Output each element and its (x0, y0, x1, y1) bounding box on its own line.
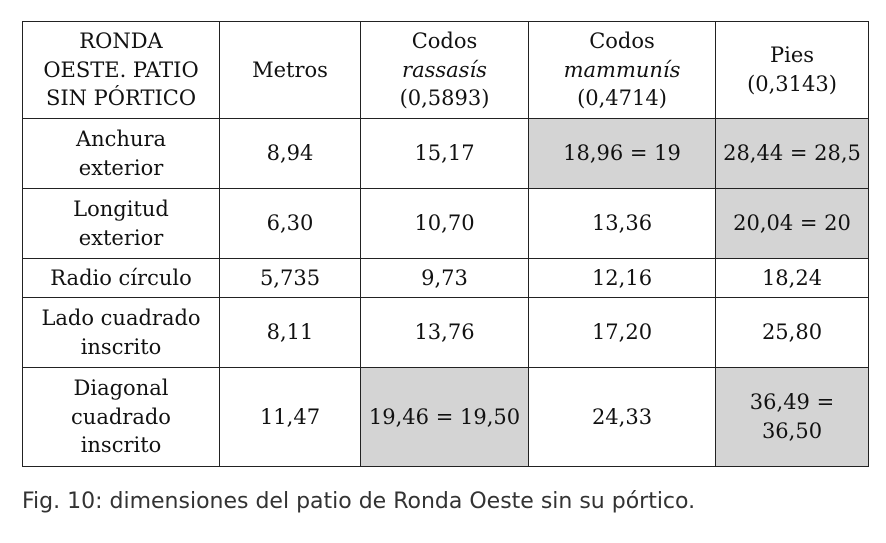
value-cell: 9,73 (360, 258, 529, 298)
header-text: Metros (252, 57, 328, 82)
header-text: Codos (589, 28, 655, 53)
row-label: Radio círculo (50, 265, 192, 290)
value-cell: 13,76 (360, 297, 529, 368)
value-cell: 18,24 (715, 258, 869, 298)
value-cell: 20,04 = 20 (715, 188, 869, 259)
table-row: Radio círculo 5,735 9,73 12,16 18,24 (22, 258, 869, 298)
value-line: 36,50 (761, 419, 823, 443)
value-cell: 17,20 (528, 297, 716, 368)
header-cell-codos-rassasis: Codos rassasís (0,5893) (360, 21, 529, 119)
header-cell-metros: Metros (219, 21, 361, 119)
header-text: RONDA (79, 28, 163, 53)
value-cell: 15,17 (360, 118, 529, 189)
row-label-cell: Diagonal cuadrado inscrito (22, 367, 220, 467)
value-cell: 8,94 (219, 118, 361, 189)
header-text: Pies (769, 43, 815, 68)
row-label: exterior (78, 155, 164, 180)
row-label: cuadrado (71, 404, 171, 429)
value-cell: 13,36 (528, 188, 716, 259)
row-label: Diagonal (73, 375, 169, 400)
header-cell-codos-mammunis: Codos mammunís (0,4714) (528, 21, 716, 119)
value-cell: 18,96 = 19 (528, 118, 716, 189)
value-cell: 11,47 (219, 367, 361, 467)
value-cell: 24,33 (528, 367, 716, 467)
value-cell: 10,70 (360, 188, 529, 259)
header-cell-pies: Pies (0,3143) (715, 21, 869, 119)
value-cell: 8,11 (219, 297, 361, 368)
header-text: (0,3143) (747, 72, 837, 96)
value-cell: 12,16 (528, 258, 716, 298)
value-line: 36,49 = (749, 390, 835, 415)
header-cell-ronda: RONDA OESTE. PATIO SIN PÓRTICO (22, 21, 220, 119)
header-text-italic: rassasís (402, 57, 487, 82)
table-row: Lado cuadrado inscrito 8,11 13,76 17,20 … (22, 297, 869, 368)
value-cell: 5,735 (219, 258, 361, 298)
row-label-cell: Radio círculo (22, 258, 220, 298)
value-cell: 6,30 (219, 188, 361, 259)
row-label-cell: Lado cuadrado inscrito (22, 297, 220, 368)
table-row: Diagonal cuadrado inscrito 11,47 19,46 =… (22, 367, 869, 467)
value-cell-multiline: 36,49 = 36,50 (715, 367, 869, 467)
header-text: SIN PÓRTICO (45, 86, 197, 111)
header-text: Codos (411, 28, 478, 53)
value-cell: 28,44 = 28,5 (715, 118, 869, 189)
row-label-cell: Anchura exterior (22, 118, 220, 189)
dimensions-table: RONDA OESTE. PATIO SIN PÓRTICO Metros Co… (22, 21, 869, 467)
header-text: (0,5893) (399, 86, 490, 111)
row-label: Longitud (73, 196, 169, 221)
row-label: Lado cuadrado (41, 305, 201, 330)
row-label: exterior (78, 225, 164, 250)
figure-caption: Fig. 10: dimensiones del patio de Ronda … (22, 489, 696, 514)
table-row: Anchura exterior 8,94 15,17 18,96 = 19 2… (22, 118, 869, 189)
table-row: Longitud exterior 6,30 10,70 13,36 20,04… (22, 188, 869, 259)
header-text-italic: mammunís (563, 57, 681, 82)
row-label: Anchura (75, 126, 167, 151)
value-cell: 25,80 (715, 297, 869, 368)
row-label: inscrito (80, 433, 162, 458)
table-header-row: RONDA OESTE. PATIO SIN PÓRTICO Metros Co… (22, 21, 869, 119)
header-text: (0,4714) (577, 86, 667, 111)
row-label: inscrito (80, 334, 162, 359)
value-cell: 19,46 = 19,50 (360, 367, 529, 467)
row-label-cell: Longitud exterior (22, 188, 220, 259)
header-text: OESTE. PATIO (43, 57, 199, 82)
